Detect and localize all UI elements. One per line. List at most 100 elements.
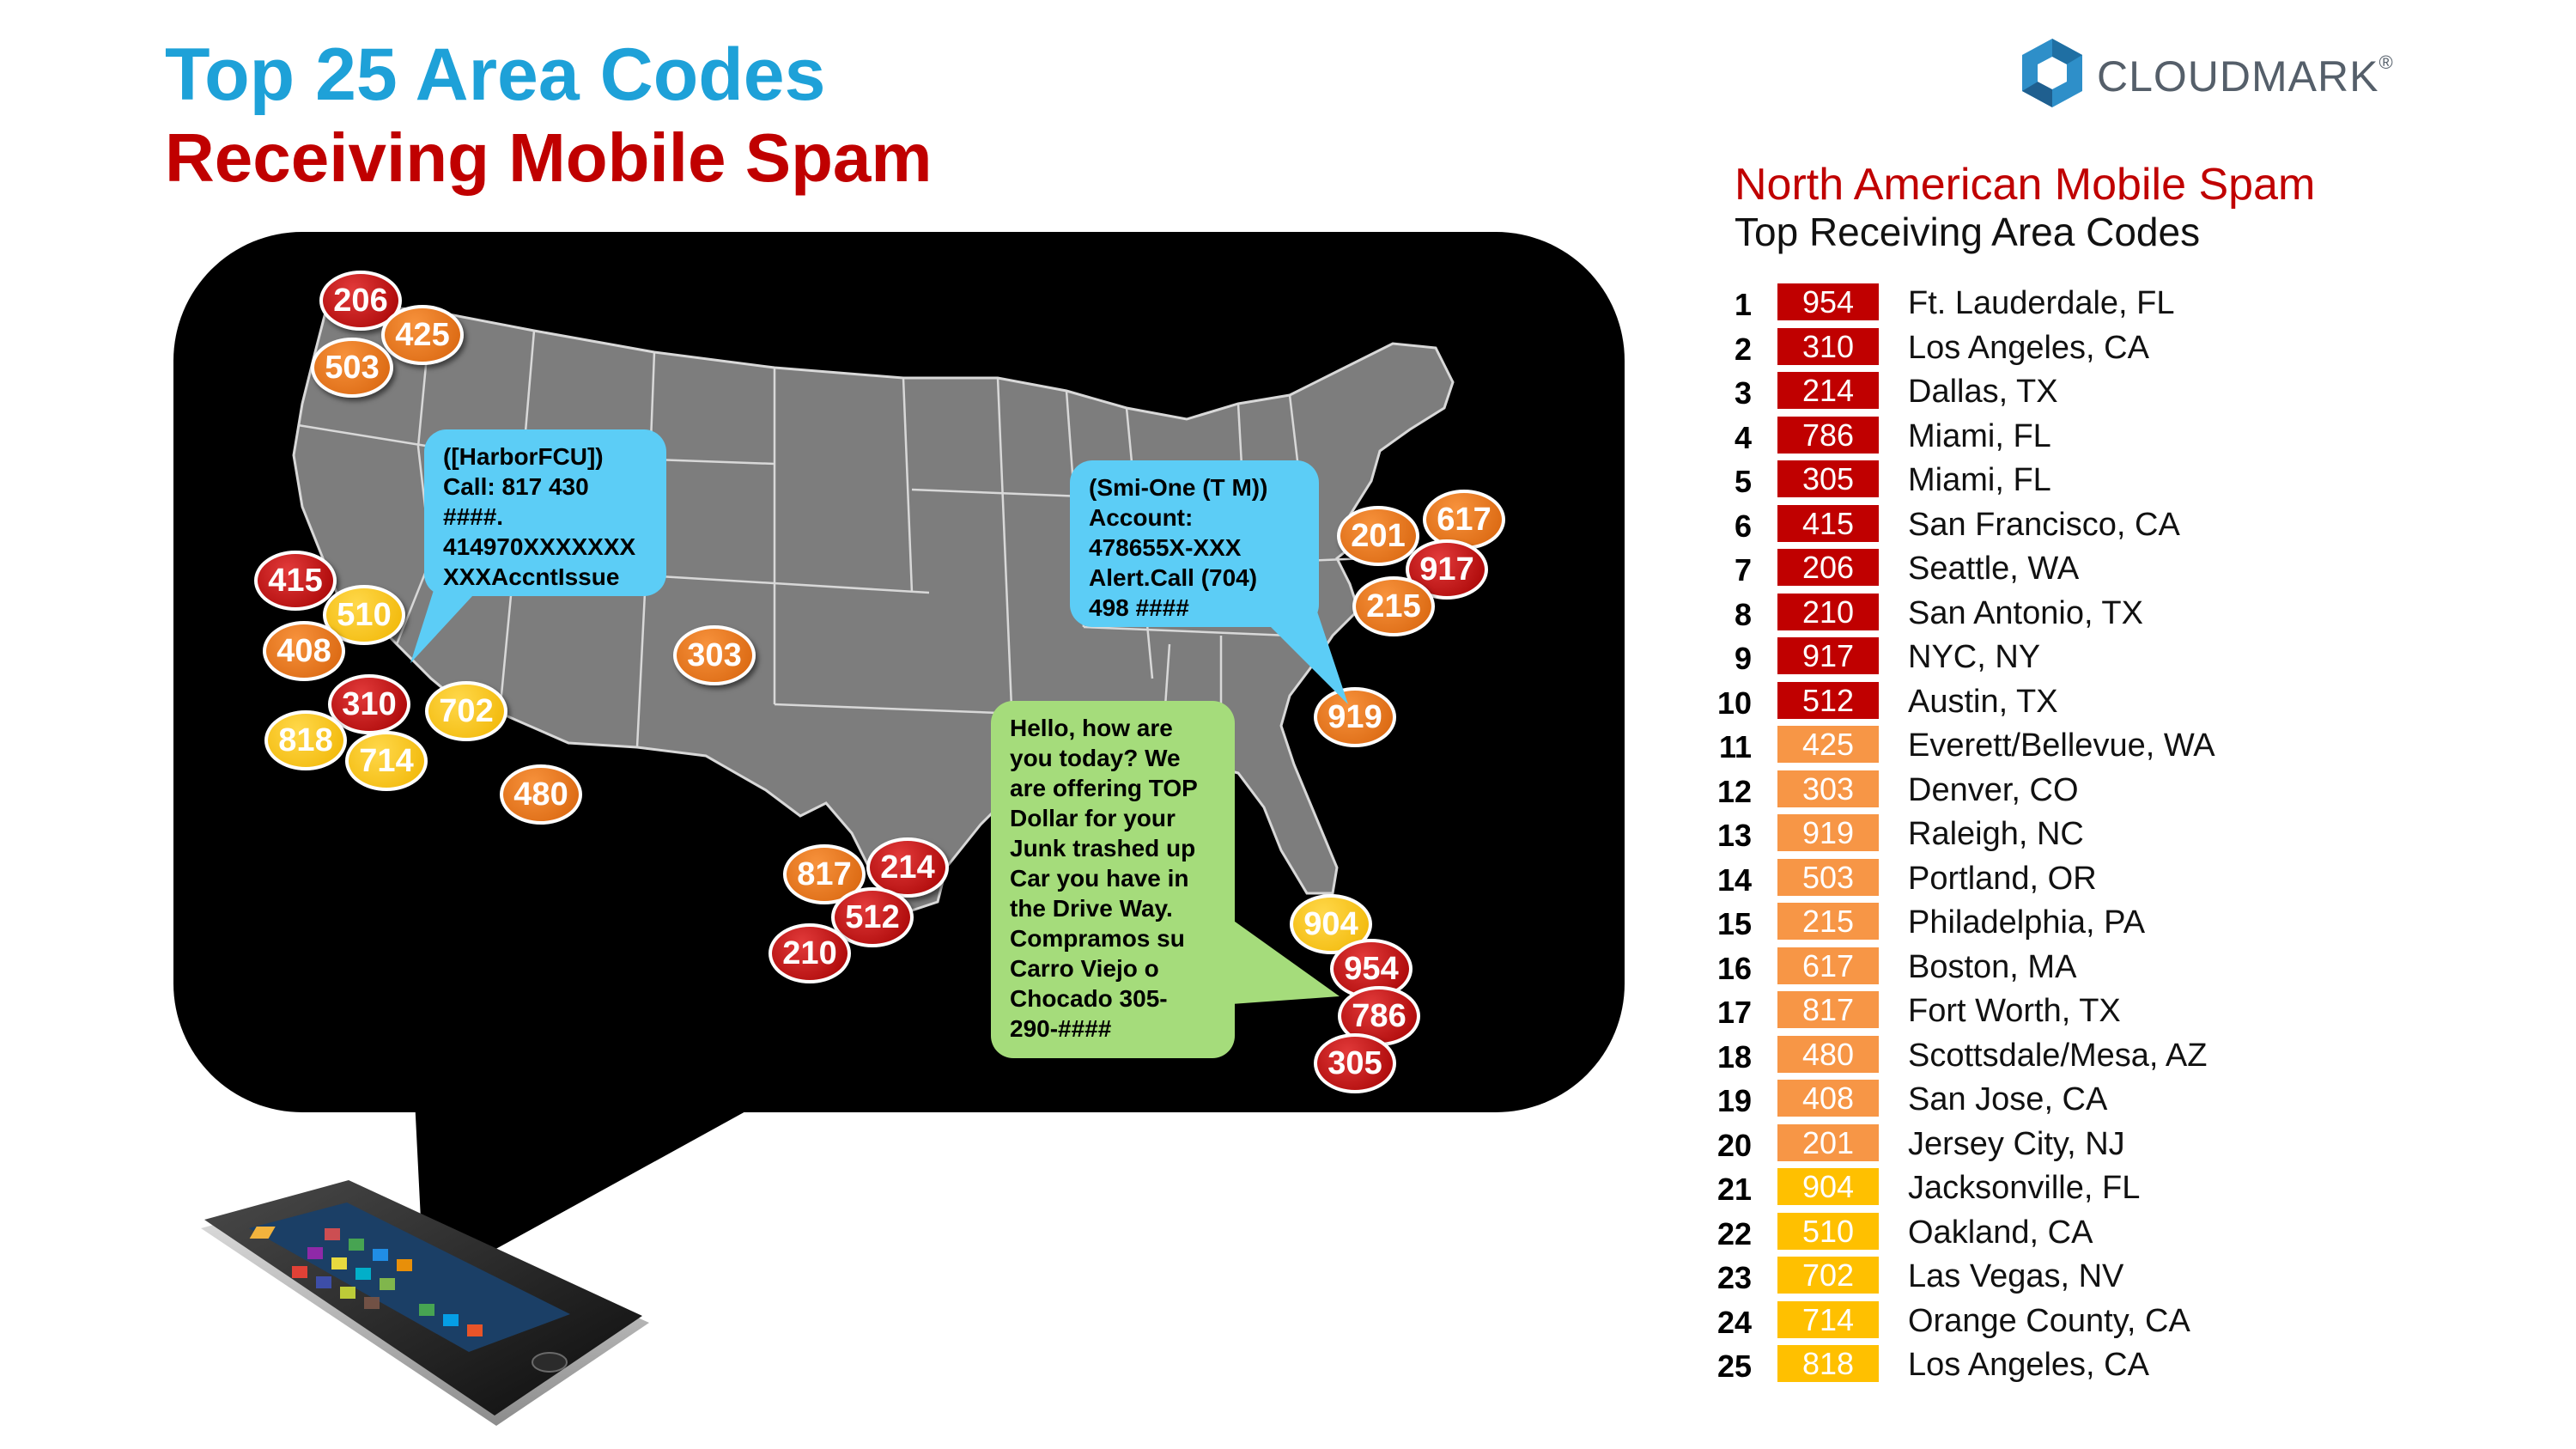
city-name: Denver, CO [1908, 771, 2079, 808]
rank-number: 16 [1716, 950, 1752, 986]
map-pin: 512 [831, 887, 914, 947]
rank-number: 24 [1716, 1304, 1752, 1340]
area-code-badge: 305 [1777, 460, 1879, 497]
callout-line: (Smi-One (T M)) [1089, 474, 1268, 501]
city-name: San Francisco, CA [1908, 506, 2180, 543]
map-pin: 919 [1314, 687, 1396, 747]
callout-line: Alert.Call (704) [1089, 564, 1258, 591]
ranking-row: 18 480 Scottsdale/Mesa, AZ [1709, 1032, 2533, 1077]
ranking-row: 22 510 Oakland, CA [1709, 1209, 2533, 1254]
rank-number: 20 [1716, 1127, 1752, 1163]
map-pin: 904 [1290, 894, 1372, 954]
smi-one-callout: (Smi-One (T M)) Account: 478655X-XXX Ale… [1070, 460, 1319, 627]
map-pin: 714 [345, 731, 428, 791]
rank-number: 19 [1716, 1083, 1752, 1118]
ranking-row: 20 201 Jersey City, NJ [1709, 1121, 2533, 1166]
area-code-badge: 310 [1777, 327, 1879, 365]
area-code-badge: 210 [1777, 593, 1879, 630]
callout-line: Hello, how are [1010, 715, 1173, 741]
area-code-badge: 702 [1777, 1257, 1879, 1294]
ranking-row: 11 425 Everett/Bellevue, WA [1709, 722, 2533, 767]
map-pin: 201 [1337, 506, 1419, 566]
ranking-row: 19 408 San Jose, CA [1709, 1076, 2533, 1121]
rank-number: 12 [1716, 773, 1752, 809]
junk-car-callout: Hello, how are you today? We are offerin… [991, 701, 1235, 1058]
smartphone-image [201, 1180, 649, 1426]
callout-line: ####. [443, 503, 504, 530]
map-pin: 215 [1352, 576, 1435, 636]
city-name: Portland, OR [1908, 860, 2097, 897]
rank-number: 21 [1716, 1172, 1752, 1207]
area-code-badge: 904 [1777, 1168, 1879, 1205]
city-name: Boston, MA [1908, 948, 2077, 985]
callout-line: you today? We [1010, 745, 1181, 771]
rank-number: 3 [1734, 375, 1752, 411]
area-code-badge: 714 [1777, 1300, 1879, 1338]
ranking-row: 13 919 Raleigh, NC [1709, 811, 2533, 855]
area-code-badge: 617 [1777, 947, 1879, 984]
city-name: Scottsdale/Mesa, AZ [1908, 1037, 2208, 1074]
rank-number: 8 [1734, 596, 1752, 632]
rank-number: 25 [1716, 1349, 1752, 1384]
callout-line: 478655X-XXX [1089, 534, 1242, 561]
callout-line: Carro Viejo o [1010, 955, 1159, 982]
ranking-row: 10 512 Austin, TX [1709, 679, 2533, 723]
area-code-badge: 817 [1777, 991, 1879, 1028]
rank-number: 22 [1716, 1215, 1752, 1251]
ranking-row: 6 415 San Francisco, CA [1709, 502, 2533, 546]
junkcar-callout-tail [1219, 910, 1340, 1005]
rank-number: 18 [1716, 1038, 1752, 1075]
area-code-badge: 408 [1777, 1080, 1879, 1117]
city-name: Dallas, TX [1908, 374, 2058, 410]
page-title: Top 25 Area Codes [165, 33, 826, 116]
map-pin: 480 [500, 764, 582, 825]
map-pin: 425 [381, 305, 464, 365]
callout-line: 290-#### [1010, 1015, 1112, 1042]
city-name: Oakland, CA [1908, 1214, 2093, 1251]
smione-callout-tail [1245, 601, 1348, 704]
city-name: Orange County, CA [1908, 1302, 2190, 1339]
city-name: Los Angeles, CA [1908, 329, 2149, 366]
legend-title: North American Mobile Spam [1735, 160, 2316, 210]
callout-line: ([HarborFCU]) [443, 443, 604, 470]
map-pin: 214 [866, 837, 949, 898]
rank-number: 1 [1734, 287, 1752, 322]
ranking-row: 8 210 San Antonio, TX [1709, 590, 2533, 635]
area-code-badge: 954 [1777, 283, 1879, 320]
area-code-badge: 786 [1777, 416, 1879, 454]
area-code-badge: 215 [1777, 903, 1879, 940]
map-pin: 415 [254, 551, 337, 611]
ranking-row: 2 310 Los Angeles, CA [1709, 325, 2533, 369]
area-code-badge: 919 [1777, 814, 1879, 851]
registered-mark: ® [2379, 52, 2394, 73]
area-code-badge: 214 [1777, 372, 1879, 409]
ranking-row: 24 714 Orange County, CA [1709, 1298, 2533, 1342]
ranking-row: 23 702 Las Vegas, NV [1709, 1253, 2533, 1298]
rank-number: 5 [1734, 464, 1752, 499]
area-code-badge: 503 [1777, 858, 1879, 896]
ranking-row: 12 303 Denver, CO [1709, 767, 2533, 812]
city-name: Everett/Bellevue, WA [1908, 728, 2215, 764]
area-code-badge: 480 [1777, 1035, 1879, 1073]
city-name: Los Angeles, CA [1908, 1347, 2149, 1383]
city-name: San Antonio, TX [1908, 594, 2143, 631]
city-name: Seattle, WA [1908, 551, 2080, 587]
ranking-row: 1 954 Ft. Lauderdale, FL [1709, 280, 2533, 325]
ranking-row: 9 917 NYC, NY [1709, 634, 2533, 679]
cloudmark-hexagon-icon [2022, 39, 2082, 107]
rank-number: 4 [1734, 419, 1752, 455]
area-code-badge: 425 [1777, 726, 1879, 763]
city-name: Las Vegas, NV [1908, 1258, 2124, 1294]
logo-text: CLOUDMARK [2097, 52, 2379, 100]
map-pin: 408 [263, 621, 345, 681]
callout-line: Dollar for your [1010, 805, 1176, 831]
ranking-row: 25 818 Los Angeles, CA [1709, 1342, 2533, 1386]
callout-line: Compramos su [1010, 925, 1185, 952]
rank-number: 6 [1734, 508, 1752, 544]
callout-line: 414970XXXXXXX [443, 533, 636, 560]
legend-subtitle: Top Receiving Area Codes [1735, 210, 2201, 254]
city-name: Philadelphia, PA [1908, 904, 2146, 941]
map-pin: 702 [425, 681, 507, 741]
harbor-fcu-callout: ([HarborFCU]) Call: 817 430 ####. 414970… [424, 429, 666, 596]
rank-number: 2 [1734, 331, 1752, 367]
